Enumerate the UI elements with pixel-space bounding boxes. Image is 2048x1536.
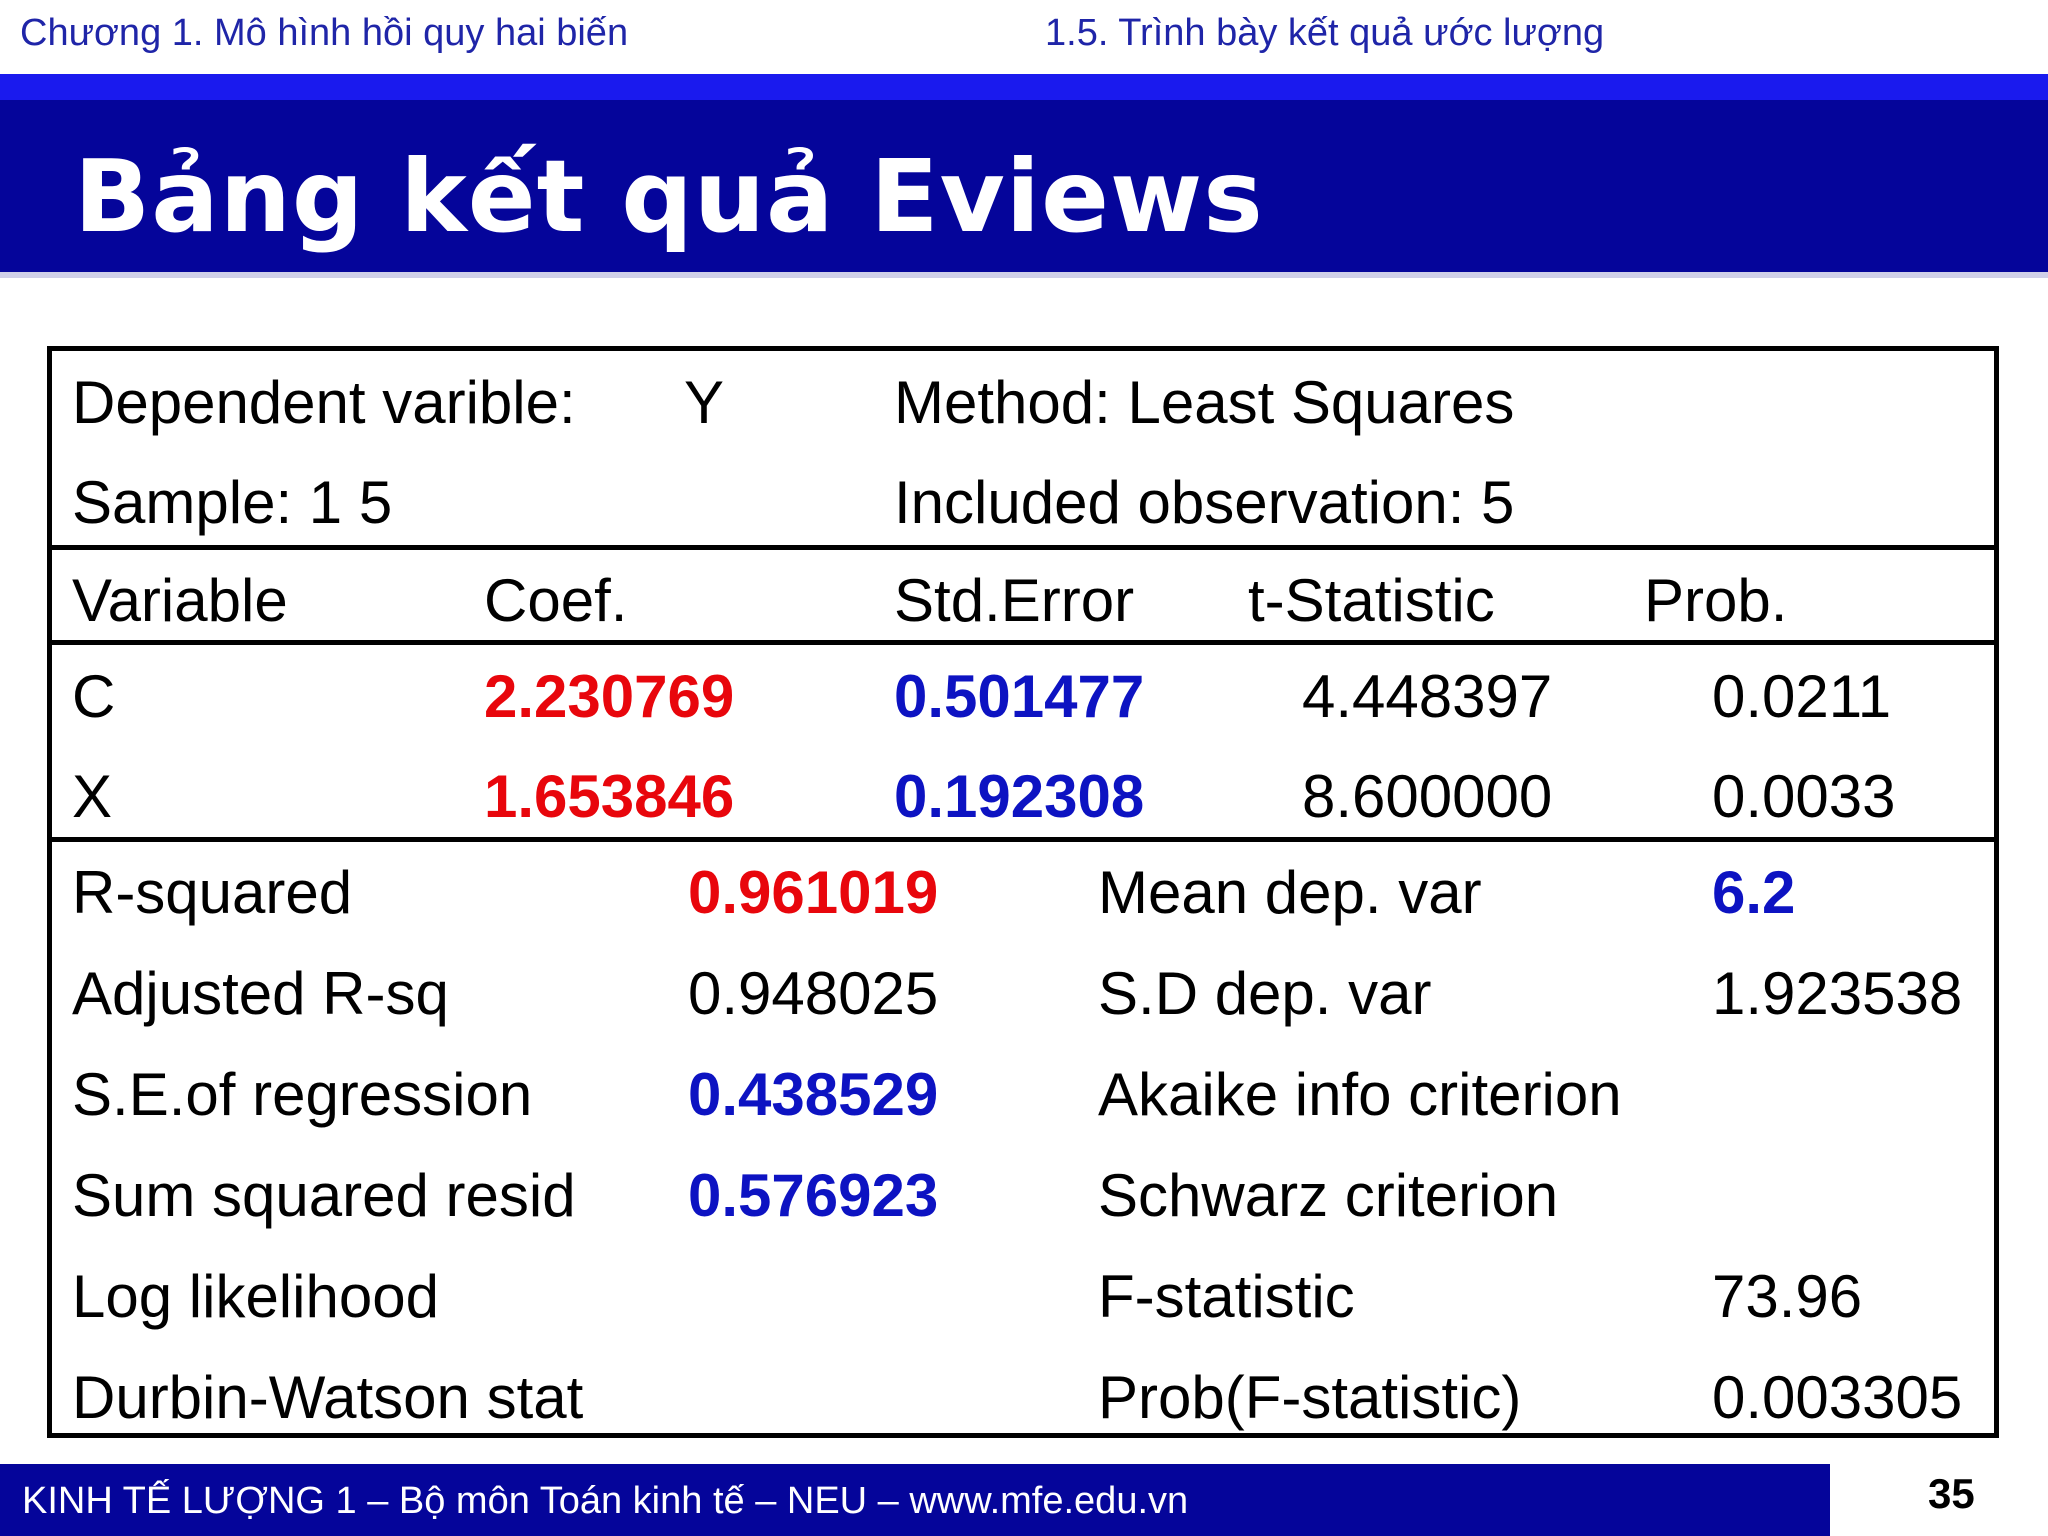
- stat-label: Adjusted R-sq: [72, 960, 449, 1027]
- eviews-results-table: Dependent varible: Y Method: Least Squar…: [47, 346, 1999, 1438]
- row-x-coef: 1.653846: [484, 763, 735, 830]
- slide-header: Chương 1. Mô hình hồi quy hai biến 1.5. …: [0, 0, 2048, 72]
- observations-label: Included observation: 5: [894, 469, 1515, 536]
- column-header-prob: Prob.: [1644, 567, 1788, 634]
- row-c-t-statistic: 4.448397: [1302, 663, 1553, 730]
- stat-value: 0.438529: [688, 1061, 939, 1128]
- row-c-prob: 0.0211: [1712, 663, 1892, 730]
- stat-label: S.D dep. var: [1098, 960, 1432, 1027]
- column-header-std-error: Std.Error: [894, 567, 1135, 634]
- stat-label: Durbin-Watson stat: [72, 1364, 584, 1431]
- row-x-prob: 0.0033: [1712, 763, 1896, 830]
- dependent-variable-value: Y: [684, 369, 725, 436]
- stat-value: 1.923538: [1712, 960, 1963, 1027]
- slide-title: Bảng kết quả Eviews: [74, 138, 1264, 255]
- row-x-variable: X: [72, 763, 113, 830]
- sample-label: Sample: 1 5: [72, 469, 393, 536]
- row-x-std-error: 0.192308: [894, 763, 1145, 830]
- table-divider: [52, 640, 1994, 645]
- title-shadow: [0, 272, 2048, 278]
- table-divider: [52, 837, 1994, 842]
- stat-value: 0.948025: [688, 960, 939, 1027]
- page-number: 35: [1928, 1470, 1975, 1517]
- chapter-label: Chương 1. Mô hình hồi quy hai biến: [20, 12, 629, 54]
- footer-text: KINH TẾ LƯỢNG 1 – Bộ môn Toán kinh tế – …: [22, 1480, 1189, 1522]
- stat-value: 0.003305: [1712, 1364, 1963, 1431]
- method-label: Method: Least Squares: [894, 369, 1515, 436]
- stat-value: 0.576923: [688, 1162, 939, 1229]
- column-header-variable: Variable: [72, 567, 288, 634]
- stat-value: 0.961019: [688, 859, 939, 926]
- stat-label: Prob(F-statistic): [1098, 1364, 1522, 1431]
- column-header-t-statistic: t-Statistic: [1248, 567, 1495, 634]
- row-c-coef: 2.230769: [484, 663, 735, 730]
- accent-stripe: [0, 74, 2048, 100]
- stat-label: R-squared: [72, 859, 353, 926]
- stat-label: Log likelihood: [72, 1263, 439, 1330]
- stat-label: Sum squared resid: [72, 1162, 576, 1229]
- row-x-t-statistic: 8.600000: [1302, 763, 1553, 830]
- stat-value: 73.96: [1712, 1263, 1863, 1330]
- stat-label: Akaike info criterion: [1098, 1061, 1622, 1128]
- table-divider: [52, 545, 1994, 550]
- column-header-coef: Coef.: [484, 567, 628, 634]
- stat-label: Mean dep. var: [1098, 859, 1482, 926]
- footer-bar: KINH TẾ LƯỢNG 1 – Bộ môn Toán kinh tế – …: [0, 1464, 1830, 1536]
- row-c-variable: C: [72, 663, 116, 730]
- stat-label: S.E.of regression: [72, 1061, 533, 1128]
- stat-label: Schwarz criterion: [1098, 1162, 1559, 1229]
- dependent-variable-label: Dependent varible:: [72, 369, 576, 436]
- row-c-std-error: 0.501477: [894, 663, 1145, 730]
- section-label: 1.5. Trình bày kết quả ước lượng: [1045, 12, 1605, 54]
- stat-value: 6.2: [1712, 859, 1796, 926]
- title-band: [0, 100, 2048, 272]
- stat-label: F-statistic: [1098, 1263, 1355, 1330]
